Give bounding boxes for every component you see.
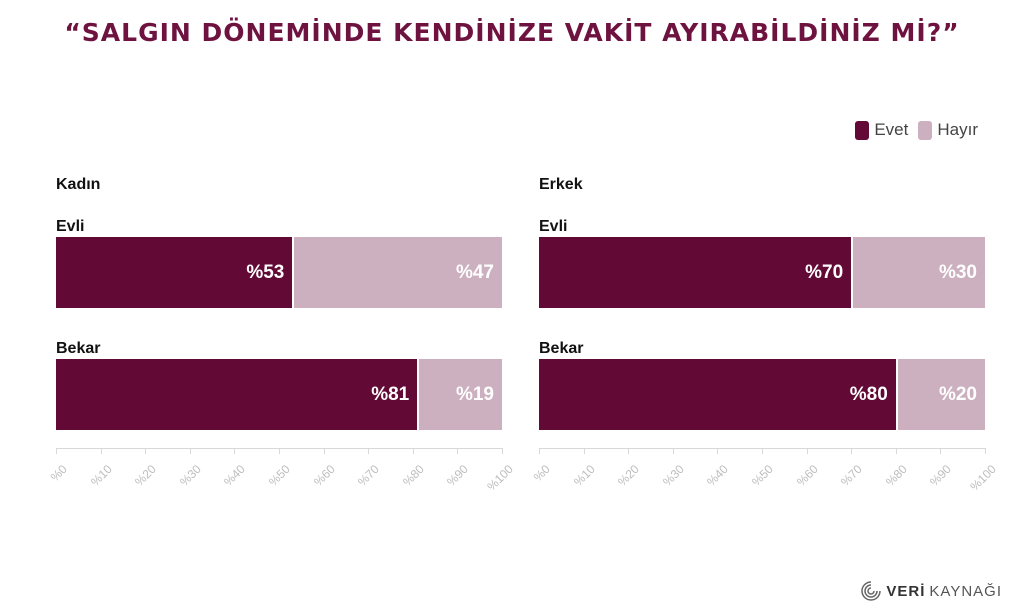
x-tick-label: %90 bbox=[444, 462, 472, 489]
stacked-bar: %81 %19 bbox=[56, 359, 502, 430]
x-tick-label: %80 bbox=[882, 462, 910, 489]
x-tick-mark bbox=[279, 448, 280, 454]
x-tick-label: %40 bbox=[221, 462, 249, 489]
x-tick-label: %50 bbox=[749, 462, 776, 489]
legend-swatch-hayir bbox=[918, 120, 933, 140]
bar-segment-hayir: %20 bbox=[895, 359, 985, 430]
panel-kadin: Kadın Evli %53 %47 Bekar %81 %19 %0 %10 %20 %30 %40… bbox=[48, 170, 516, 500]
x-tick-label: %20 bbox=[132, 462, 160, 489]
data-label: %30 bbox=[938, 261, 977, 283]
x-tick-mark bbox=[323, 448, 325, 454]
data-label: %19 bbox=[455, 383, 494, 405]
x-tick-label: %80 bbox=[399, 462, 427, 489]
data-label: %20 bbox=[938, 383, 977, 405]
logo-arc-icon bbox=[861, 581, 882, 601]
x-tick-mark bbox=[717, 448, 719, 454]
x-tick-mark bbox=[539, 448, 540, 454]
x-tick-mark bbox=[457, 448, 459, 454]
x-tick-mark bbox=[806, 448, 808, 454]
legend-swatch-evet bbox=[855, 120, 870, 140]
stacked-bar: %80 %20 bbox=[539, 359, 985, 430]
bar-segment-evet: %80 bbox=[539, 359, 896, 430]
legend-label-hayir: Hayır bbox=[937, 120, 978, 139]
legend: Evet Hayır bbox=[851, 120, 978, 140]
stacked-bar: %53 %47 bbox=[56, 237, 502, 308]
x-tick-label: %50 bbox=[266, 462, 293, 489]
category-label: Evli bbox=[56, 218, 85, 235]
bar-segment-hayir: %19 bbox=[417, 359, 502, 430]
x-tick-label: %0 bbox=[47, 462, 70, 485]
x-tick-mark bbox=[583, 448, 585, 454]
bar-segment-evet: %70 bbox=[539, 237, 852, 308]
x-tick-label: %40 bbox=[704, 462, 732, 489]
x-tick-mark bbox=[412, 448, 414, 454]
data-label: %70 bbox=[805, 261, 844, 283]
x-tick-label: %0 bbox=[530, 462, 553, 485]
data-label: %53 bbox=[246, 261, 285, 283]
veri-kaynagi-logo: VERİ KAYNAĞI bbox=[860, 580, 1002, 602]
legend-item-hayir: Hayır bbox=[918, 120, 978, 140]
x-tick-label: %60 bbox=[310, 462, 338, 489]
panel-title: Erkek bbox=[539, 176, 583, 193]
legend-label-evet: Evet bbox=[874, 120, 909, 139]
x-tick-mark bbox=[628, 448, 630, 454]
bar-segment-evet: %53 bbox=[56, 237, 293, 308]
logo-text-kaynagi: KAYNAĞI bbox=[929, 582, 1002, 600]
x-tick-mark bbox=[56, 448, 57, 454]
data-label: %47 bbox=[455, 261, 494, 283]
x-tick-label: %70 bbox=[838, 462, 866, 489]
legend-item-evet: Evet bbox=[855, 120, 908, 140]
x-tick-mark bbox=[762, 448, 763, 454]
x-tick-label: %10 bbox=[570, 462, 598, 489]
category-label: Evli bbox=[539, 218, 568, 235]
x-tick-label: %30 bbox=[659, 462, 687, 489]
panel-title: Kadın bbox=[56, 176, 101, 193]
panel-erkek: Erkek Evli %70 %30 Bekar %80 %20 %0 %10 %20 %30 %40… bbox=[531, 170, 999, 500]
x-tick-mark bbox=[368, 448, 370, 454]
logo-text-veri: VERİ bbox=[886, 582, 926, 600]
x-tick-label: %90 bbox=[927, 462, 955, 489]
x-tick-label: %30 bbox=[176, 462, 204, 489]
x-tick-mark bbox=[145, 448, 147, 454]
x-tick-label: %20 bbox=[615, 462, 643, 489]
bar-segment-evet: %81 bbox=[56, 359, 418, 430]
bar-segment-hayir: %47 bbox=[292, 237, 502, 308]
category-label: Bekar bbox=[56, 340, 101, 357]
x-tick-mark bbox=[940, 448, 942, 454]
x-tick-mark bbox=[234, 448, 236, 454]
stacked-bar: %70 %30 bbox=[539, 237, 985, 308]
data-label: %81 bbox=[371, 383, 410, 405]
x-tick-mark bbox=[189, 448, 191, 454]
x-tick-mark bbox=[851, 448, 853, 454]
x-tick-label: %100 bbox=[484, 462, 516, 494]
x-tick-label: %60 bbox=[793, 462, 821, 489]
category-label: Bekar bbox=[539, 340, 584, 357]
x-tick-label: %100 bbox=[967, 462, 999, 494]
x-tick-label: %10 bbox=[87, 462, 115, 489]
data-label: %80 bbox=[849, 383, 888, 405]
bar-segment-hayir: %30 bbox=[851, 237, 985, 308]
x-tick-mark bbox=[985, 448, 986, 454]
x-tick-label: %70 bbox=[355, 462, 383, 489]
x-tick-mark bbox=[100, 448, 102, 454]
x-tick-mark bbox=[895, 448, 897, 454]
x-tick-mark bbox=[672, 448, 674, 454]
x-tick-mark bbox=[502, 448, 503, 454]
chart-title: “SALGIN DÖNEMİNDE KENDİNİZE VAKİT AYIRAB… bbox=[64, 18, 960, 47]
